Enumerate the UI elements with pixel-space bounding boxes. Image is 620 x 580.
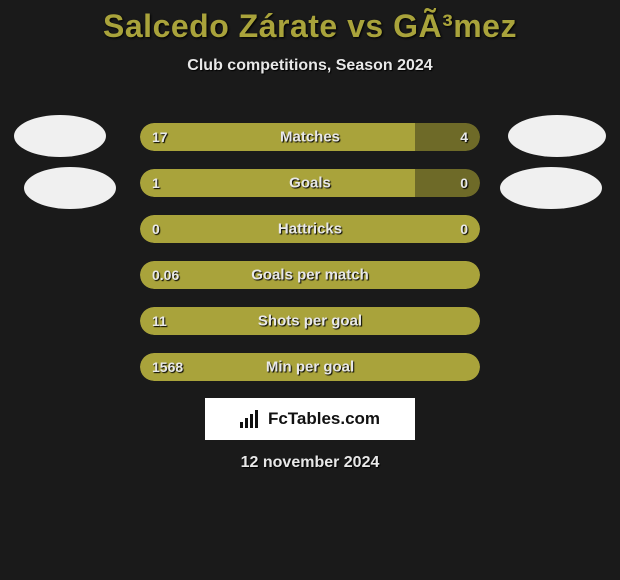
bar-list: 17 4 Matches 1 0 Goals 0 0 Hattricks 0.06 Goals pe…	[140, 123, 480, 381]
bar-value-right: 4	[460, 129, 468, 145]
bar-row: 11 Shots per goal	[140, 307, 480, 335]
bar-value-left: 17	[152, 129, 168, 145]
bar-left	[140, 169, 415, 197]
bar-right	[415, 123, 480, 151]
logo-text: FcTables.com	[268, 409, 380, 429]
date-label: 12 november 2024	[0, 454, 620, 472]
bar-row: 17 4 Matches	[140, 123, 480, 151]
bar-row: 1 0 Goals	[140, 169, 480, 197]
player-right-avatar-1	[508, 115, 606, 157]
player-left-avatar-2	[24, 167, 116, 209]
bar-row: 0 0 Hattricks	[140, 215, 480, 243]
bar-value-left: 1	[152, 175, 160, 191]
bar-label: Goals	[289, 175, 331, 192]
bar-value-left: 1568	[152, 359, 183, 375]
comparison-chart: 17 4 Matches 1 0 Goals 0 0 Hattricks 0.06 Goals pe…	[0, 115, 620, 375]
bar-left	[140, 123, 415, 151]
bar-label: Matches	[280, 129, 340, 146]
bar-label: Goals per match	[251, 267, 369, 284]
bar-value-right: 0	[460, 175, 468, 191]
bar-label: Min per goal	[266, 359, 354, 376]
page-title: Salcedo Zárate vs GÃ³mez	[0, 8, 620, 45]
bar-value-left: 0.06	[152, 267, 179, 283]
player-right-avatar-2	[500, 167, 602, 209]
bar-chart-icon	[240, 410, 262, 428]
bar-label: Shots per goal	[258, 313, 362, 330]
bar-right	[415, 169, 480, 197]
bar-value-left: 0	[152, 221, 160, 237]
bar-label: Hattricks	[278, 221, 342, 238]
bar-value-left: 11	[152, 313, 167, 329]
subtitle: Club competitions, Season 2024	[0, 57, 620, 75]
player-left-avatar-1	[14, 115, 106, 157]
bar-row: 1568 Min per goal	[140, 353, 480, 381]
source-logo: FcTables.com	[205, 398, 415, 440]
bar-row: 0.06 Goals per match	[140, 261, 480, 289]
bar-value-right: 0	[460, 221, 468, 237]
